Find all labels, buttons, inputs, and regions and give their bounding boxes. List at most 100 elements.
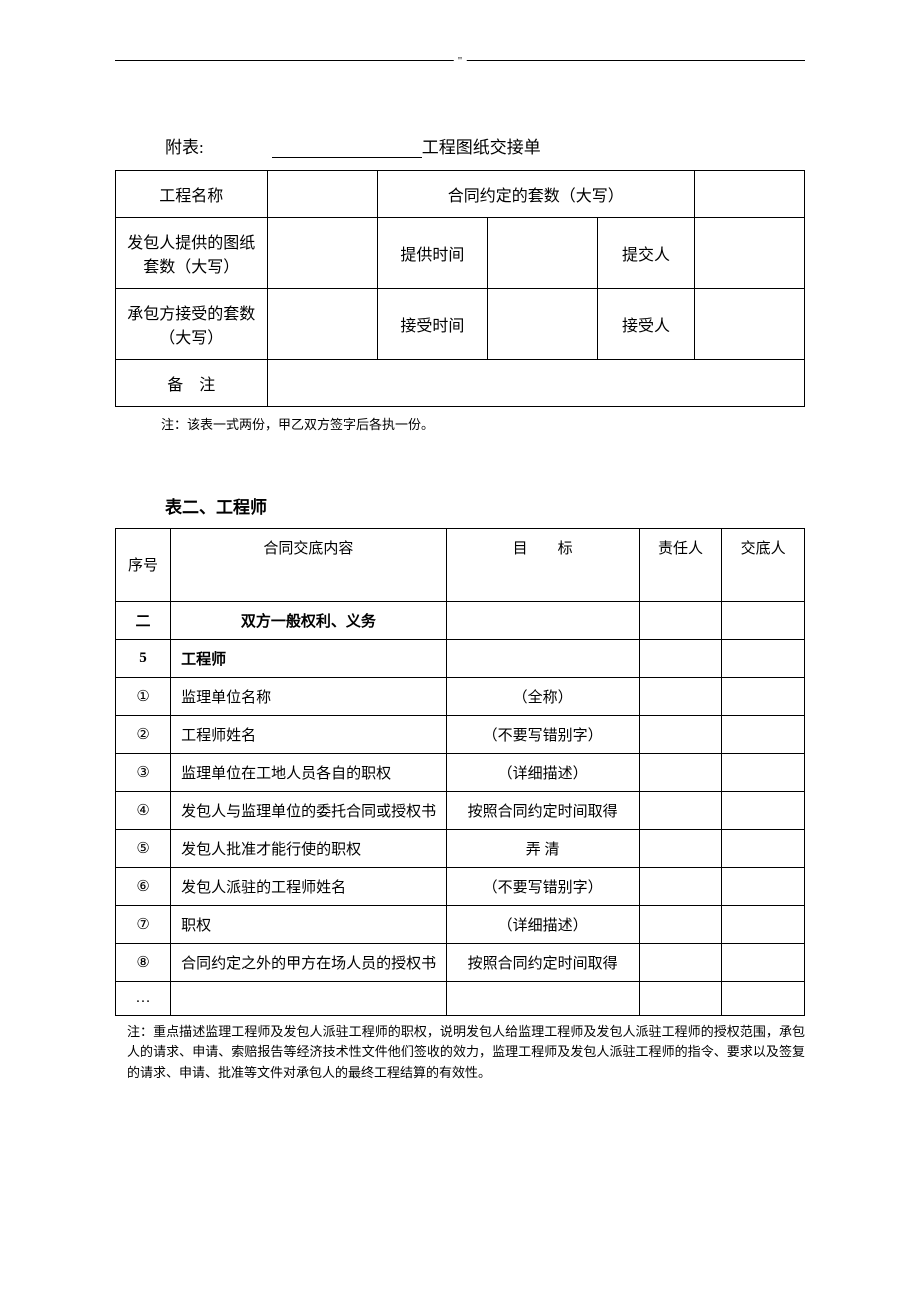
cell-briefer [722,791,805,829]
table-row: ②工程师姓名（不要写错别字） [116,715,805,753]
table-row: 二双方一般权利、义务 [116,601,805,639]
cell-responsible [639,639,722,677]
cell-project-name-value [267,171,377,218]
note-2: 注：重点描述监理工程师及发包人派驻工程师的职权，说明发包人给监理工程师及发包人派… [127,1022,805,1084]
table-row: 5工程师 [116,639,805,677]
table-row: ①监理单位名称（全称） [116,677,805,715]
cell-receive-time-value [488,289,598,360]
cell-seq: … [116,981,171,1015]
cell-seq: ⑧ [116,943,171,981]
cell-responsible [639,601,722,639]
cell-briefer [722,677,805,715]
cell-provider-copies-value [267,218,377,289]
table-header-row: 序号 合同交底内容 目 标 责任人 交底人 [116,528,805,601]
cell-seq: ② [116,715,171,753]
cell-content: 监理单位在工地人员各自的职权 [171,753,447,791]
cell-seq: ④ [116,791,171,829]
cell-briefer [722,715,805,753]
table-row: ⑧合同约定之外的甲方在场人员的授权书按照合同约定时间取得 [116,943,805,981]
cell-remarks-label: 备 注 [116,360,268,407]
cell-receiver-value [694,289,804,360]
cell-target: 按照合同约定时间取得 [446,943,639,981]
cell-target [446,981,639,1015]
cell-responsible [639,753,722,791]
table-row: ⑦职权（详细描述） [116,905,805,943]
table-row: ④发包人与监理单位的委托合同或授权书按照合同约定时间取得 [116,791,805,829]
cell-briefer [722,943,805,981]
cell-target: （不要写错别字） [446,867,639,905]
table-row: ⑥发包人派驻的工程师姓名（不要写错别字） [116,867,805,905]
table-row: 备 注 [116,360,805,407]
cell-seq: 二 [116,601,171,639]
table-row: ③监理单位在工地人员各自的职权（详细描述） [116,753,805,791]
cell-content: 发包人派驻的工程师姓名 [171,867,447,905]
cell-contract-copies-value [694,171,804,218]
header-rule: " [115,60,805,61]
col-target: 目 标 [446,528,639,601]
cell-responsible [639,829,722,867]
table-handover: 工程名称 合同约定的套数（大写） 发包人提供的图纸套数（大写） 提供时间 提交人… [115,170,805,407]
table-row: … [116,981,805,1015]
cell-seq: 5 [116,639,171,677]
table-row: 发包人提供的图纸套数（大写） 提供时间 提交人 [116,218,805,289]
section-2-title: 表二、工程师 [165,493,805,518]
cell-responsible [639,905,722,943]
cell-provide-time-label: 提供时间 [377,218,487,289]
cell-content: 工程师姓名 [171,715,447,753]
cell-receiver-copies-value [267,289,377,360]
attachment-blank [272,138,422,158]
cell-responsible [639,943,722,981]
cell-remarks-value [267,360,804,407]
note-1: 注：该表一式两份，甲乙双方签字后各执一份。 [161,415,805,435]
cell-target: （不要写错别字） [446,715,639,753]
cell-seq: ③ [116,753,171,791]
cell-target: （详细描述） [446,905,639,943]
cell-responsible [639,981,722,1015]
cell-target [446,601,639,639]
cell-content: 监理单位名称 [171,677,447,715]
table-engineer: 序号 合同交底内容 目 标 责任人 交底人 二双方一般权利、义务5工程师①监理单… [115,528,805,1016]
cell-content: 职权 [171,905,447,943]
cell-responsible [639,791,722,829]
cell-target: （详细描述） [446,753,639,791]
cell-seq: ⑦ [116,905,171,943]
cell-content: 发包人与监理单位的委托合同或授权书 [171,791,447,829]
cell-contract-copies-label: 合同约定的套数（大写） [377,171,694,218]
table-row: 承包方接受的套数（大写） 接受时间 接受人 [116,289,805,360]
table-row: 工程名称 合同约定的套数（大写） [116,171,805,218]
cell-responsible [639,677,722,715]
cell-briefer [722,867,805,905]
cell-responsible [639,715,722,753]
cell-responsible [639,867,722,905]
cell-briefer [722,981,805,1015]
cell-submitter-value [694,218,804,289]
cell-receiver-copies-label: 承包方接受的套数（大写） [116,289,268,360]
col-seq: 序号 [116,528,171,601]
cell-content [171,981,447,1015]
cell-receive-time-label: 接受时间 [377,289,487,360]
cell-content: 合同约定之外的甲方在场人员的授权书 [171,943,447,981]
page: " 附表: 工程图纸交接单 工程名称 合同约定的套数（大写） 发包人提供的图纸套… [0,0,920,1302]
col-content: 合同交底内容 [171,528,447,601]
attachment-label: 附表: [165,138,204,157]
cell-briefer [722,905,805,943]
attachment-title: 附表: 工程图纸交接单 [165,133,805,158]
cell-target: 按照合同约定时间取得 [446,791,639,829]
cell-target: 弄 清 [446,829,639,867]
cell-target: （全称） [446,677,639,715]
cell-provider-copies-label: 发包人提供的图纸套数（大写） [116,218,268,289]
col-responsible: 责任人 [639,528,722,601]
cell-seq: ① [116,677,171,715]
cell-content: 发包人批准才能行使的职权 [171,829,447,867]
cell-briefer [722,601,805,639]
cell-project-name-label: 工程名称 [116,171,268,218]
attachment-suffix: 工程图纸交接单 [422,138,541,157]
cell-briefer [722,753,805,791]
cell-content: 工程师 [171,639,447,677]
cell-briefer [722,639,805,677]
col-briefer: 交底人 [722,528,805,601]
cell-submitter-label: 提交人 [598,218,694,289]
cell-content: 双方一般权利、义务 [171,601,447,639]
header-mark: " [454,55,467,67]
cell-receiver-label: 接受人 [598,289,694,360]
